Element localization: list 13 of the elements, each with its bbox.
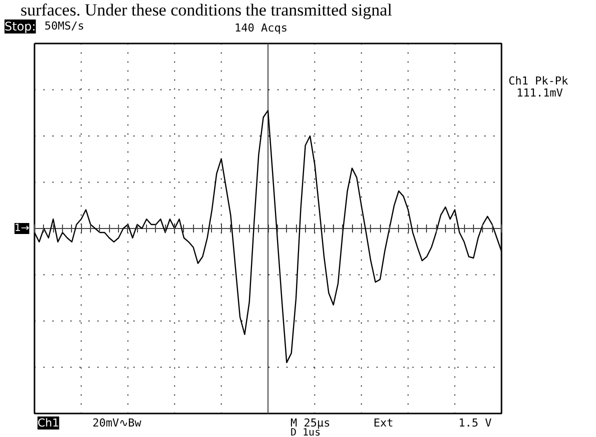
text: Ch1 [38, 416, 60, 430]
text: Ch1 Pk-Pk [508, 74, 568, 88]
ref-line-label: 1→ [14, 223, 30, 234]
text: M 25µs [290, 416, 330, 430]
text: 1.5 V [458, 416, 492, 430]
text: 111.1mV [516, 86, 564, 100]
text: 140 Acqs [234, 22, 288, 34]
text: 50MS/s [44, 20, 84, 32]
text: D 1us [290, 428, 321, 437]
text: Ext [374, 416, 394, 430]
text: Stop: [4, 20, 36, 34]
text: 20mV∿Bw [92, 416, 142, 430]
text: surfaces. Under these conditions the transmitted signal [20, 0, 392, 20]
